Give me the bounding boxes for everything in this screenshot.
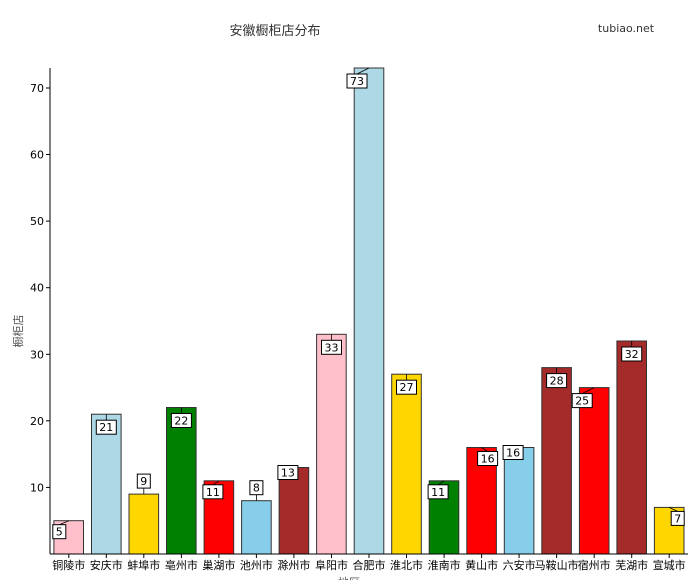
svg-text:22: 22 — [174, 415, 188, 428]
x-tick-label-10: 淮北市 — [390, 558, 423, 572]
data-label-8: 33 — [321, 334, 342, 355]
x-tick-label-3: 蚌埠市 — [127, 558, 160, 572]
data-label-16: 32 — [621, 341, 643, 362]
svg-text:5: 5 — [56, 526, 63, 539]
svg-text:21: 21 — [99, 421, 113, 434]
x-tick-label-16: 芜湖市 — [615, 558, 648, 572]
data-label-10: 27 — [396, 374, 417, 395]
bar-8[interactable] — [316, 333, 347, 555]
bar-14[interactable] — [541, 367, 572, 555]
data-label-7: 13 — [277, 465, 299, 480]
svg-text:25: 25 — [575, 395, 589, 408]
x-tick-label-6: 池州市 — [240, 558, 273, 572]
y-tick-label-30: 30 — [30, 348, 44, 361]
svg-text:16: 16 — [481, 453, 495, 466]
x-axis: 铜陵市 安庆市 蚌埠市 亳州市 巢湖市 池州市 滁州市 阜阳市 合肥市 淮北市 淮南市 黄山市 六安市马… — [50, 553, 688, 572]
data-label-13: 16 — [502, 445, 524, 460]
bar-9[interactable] — [353, 67, 385, 555]
x-tick-label-17: 宣城市 — [653, 558, 686, 572]
y-tick-label-10: 10 — [30, 481, 44, 494]
svg-text:11: 11 — [206, 486, 220, 499]
x-tick-label-13: 六安市 — [503, 558, 536, 572]
y-tick-label-40: 40 — [30, 282, 44, 295]
y-axis: 10 20 30 40 50 60 70 — [30, 68, 51, 554]
data-label-9: 73 — [346, 67, 370, 89]
bar-7[interactable] — [278, 467, 310, 555]
data-label-3: 9 — [136, 473, 151, 495]
svg-text:28: 28 — [550, 375, 564, 388]
y-tick-label-70: 70 — [30, 82, 44, 95]
data-label-1: 5 — [52, 520, 69, 540]
svg-text:11: 11 — [431, 486, 445, 499]
x-tick-label-1: 铜陵市 — [52, 558, 85, 572]
data-label-6: 8 — [249, 480, 264, 501]
bar-13[interactable] — [503, 447, 535, 555]
x-axis-title: 地区 — [338, 576, 360, 580]
svg-text:7: 7 — [674, 512, 681, 525]
x-tick-label-4: 亳州市 — [165, 558, 198, 572]
bar-10[interactable] — [391, 373, 422, 555]
y-tick-label-20: 20 — [30, 415, 44, 428]
data-label-5: 11 — [202, 480, 224, 500]
svg-text:16: 16 — [506, 447, 520, 460]
bar-16[interactable] — [616, 340, 648, 555]
bar-15[interactable] — [578, 387, 610, 555]
data-labels-group: 5 21 9 22 11 8 13 33 73 27 11 16 16 28 25 32 7 — [52, 67, 685, 540]
data-label-12: 16 — [477, 447, 499, 466]
svg-text:73: 73 — [350, 75, 364, 88]
bar-4[interactable] — [166, 407, 197, 555]
data-label-2: 21 — [95, 414, 117, 435]
svg-text:9: 9 — [140, 475, 147, 488]
svg-text:13: 13 — [281, 467, 295, 480]
svg-text:33: 33 — [325, 341, 339, 354]
svg-text:32: 32 — [625, 348, 639, 361]
x-tick-label-14: 马鞍山市 — [535, 558, 579, 572]
chart-title: 安徽橱柜店分布 — [229, 24, 320, 39]
x-tick-label-12: 黄山市 — [465, 558, 498, 572]
x-tick-label-15: 宿州市 — [578, 558, 611, 572]
bar-2[interactable] — [91, 413, 122, 555]
data-label-15: 25 — [571, 387, 595, 409]
x-tick-label-2: 安庆市 — [90, 558, 123, 572]
y-axis-title: 橱柜店 — [11, 315, 25, 348]
bar-3[interactable] — [128, 493, 160, 555]
x-tick-label-9: 合肥市 — [353, 558, 386, 572]
svg-text:8: 8 — [253, 482, 260, 495]
x-tick-label-5: 巢湖市 — [202, 558, 235, 572]
y-tick-label-60: 60 — [30, 149, 44, 162]
data-label-11: 11 — [427, 480, 449, 500]
brand-watermark: tubiao.net — [598, 22, 655, 35]
data-label-14: 28 — [546, 367, 568, 389]
x-tick-label-7: 滁州市 — [277, 558, 310, 572]
x-tick-label-11: 淮南市 — [428, 558, 461, 572]
bar-6[interactable] — [241, 500, 272, 555]
y-tick-label-50: 50 — [30, 215, 44, 228]
svg-text:27: 27 — [400, 381, 414, 394]
data-label-4: 22 — [170, 407, 192, 428]
x-tick-label-8: 阜阳市 — [315, 558, 348, 572]
data-label-17: 7 — [669, 507, 685, 526]
